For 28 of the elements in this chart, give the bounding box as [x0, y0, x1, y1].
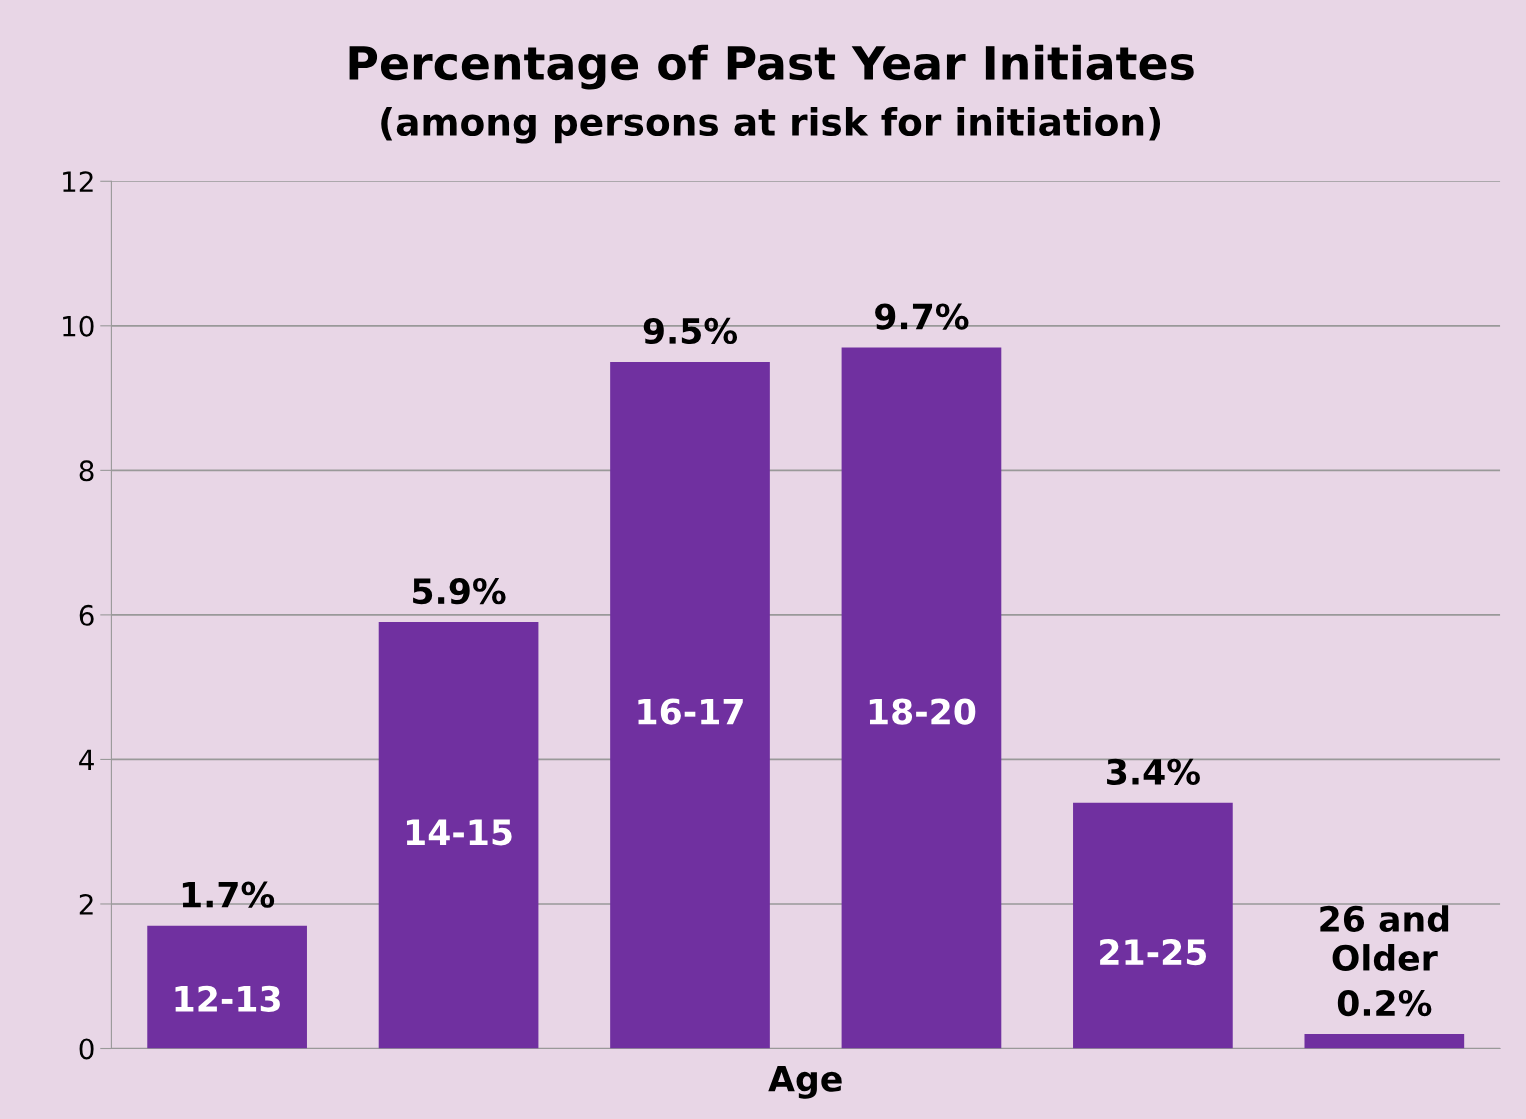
bar — [1304, 1034, 1465, 1049]
x-tick-label: 12-13 — [175, 985, 280, 1012]
x-tick-label: 18-20 — [869, 698, 976, 725]
data-label: 9.7% — [875, 303, 969, 330]
y-tick-label: 0 — [79, 1038, 94, 1060]
bar — [1073, 802, 1233, 1049]
data-label: 5.9% — [413, 578, 506, 605]
x-tick-label: 14-15 — [406, 819, 512, 846]
chart-title: Percentage of Past Year Initiates — [349, 44, 1194, 90]
bar — [610, 361, 770, 1049]
data-label: 1.7% — [182, 881, 275, 908]
y-tick-label: 4 — [79, 749, 94, 770]
y-tick-label: 6 — [79, 604, 94, 626]
y-tick-label: 2 — [79, 893, 93, 915]
bar — [147, 925, 307, 1049]
x-axis-title: Age — [768, 1065, 842, 1099]
x-tick-label: 26 and Older — [1320, 905, 1449, 971]
x-tick-label: 21-25 — [1100, 938, 1206, 966]
data-label: 3.4% — [1107, 758, 1200, 785]
data-label: 9.5% — [643, 317, 738, 345]
bar — [378, 622, 539, 1049]
y-tick-label: 10 — [63, 315, 94, 337]
chart-subtitle: (among persons at risk for initiation) — [381, 107, 1161, 144]
data-label: 0.2% — [1337, 989, 1432, 1017]
bar — [841, 347, 1002, 1049]
y-tick-label: 8 — [79, 460, 94, 482]
x-tick-label: 16-17 — [638, 698, 743, 725]
y-tick-label: 12 — [63, 171, 93, 192]
